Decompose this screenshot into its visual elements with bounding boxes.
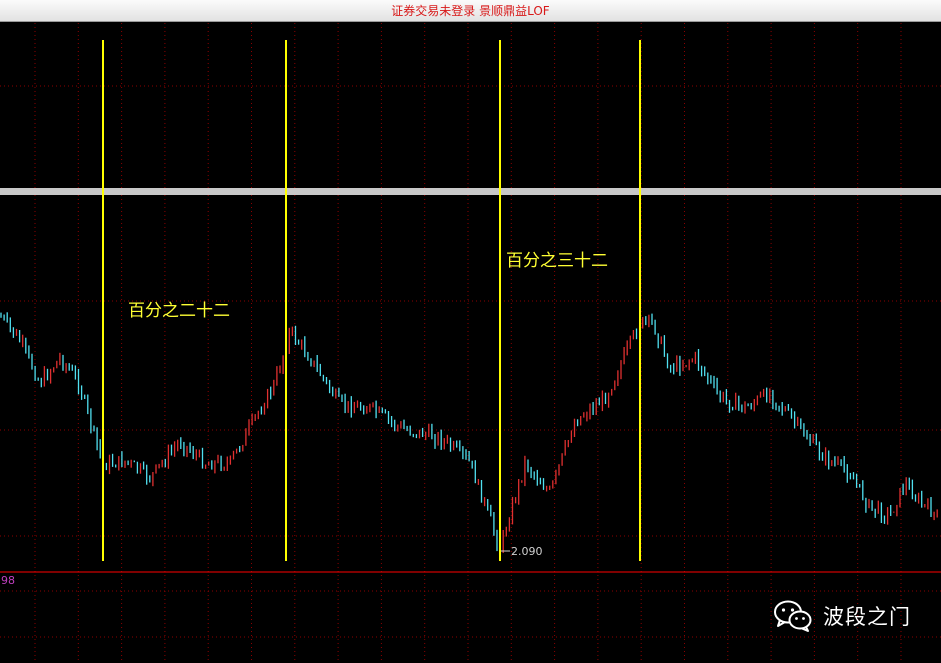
indicator-value: 98 [1,574,15,587]
wechat-icon [774,600,812,632]
candlestick-series[interactable] [0,312,938,553]
annotation-22-percent: 百分之二十二 [128,301,230,321]
chart-grid [0,23,941,663]
watermark: 波段之门 [773,599,911,633]
watermark-text: 波段之门 [823,605,911,629]
low-price-marker: 2.090 [501,545,543,558]
window-title: 证券交易未登录 景顺鼎益LOF [391,4,550,18]
annotation-32-percent: 百分之三十二 [506,251,608,271]
title-bar: 证券交易未登录 景顺鼎益LOF [0,0,941,22]
price-chart[interactable]: 百分之二十二 百分之三十二 2.090 98 [0,23,941,663]
marker-lines [102,40,641,561]
low-price-label: 2.090 [511,545,543,558]
kline-chart-area[interactable]: 百分之二十二 百分之三十二 2.090 98 波段之门 [0,23,941,663]
panel-separator-bar[interactable] [0,188,941,195]
